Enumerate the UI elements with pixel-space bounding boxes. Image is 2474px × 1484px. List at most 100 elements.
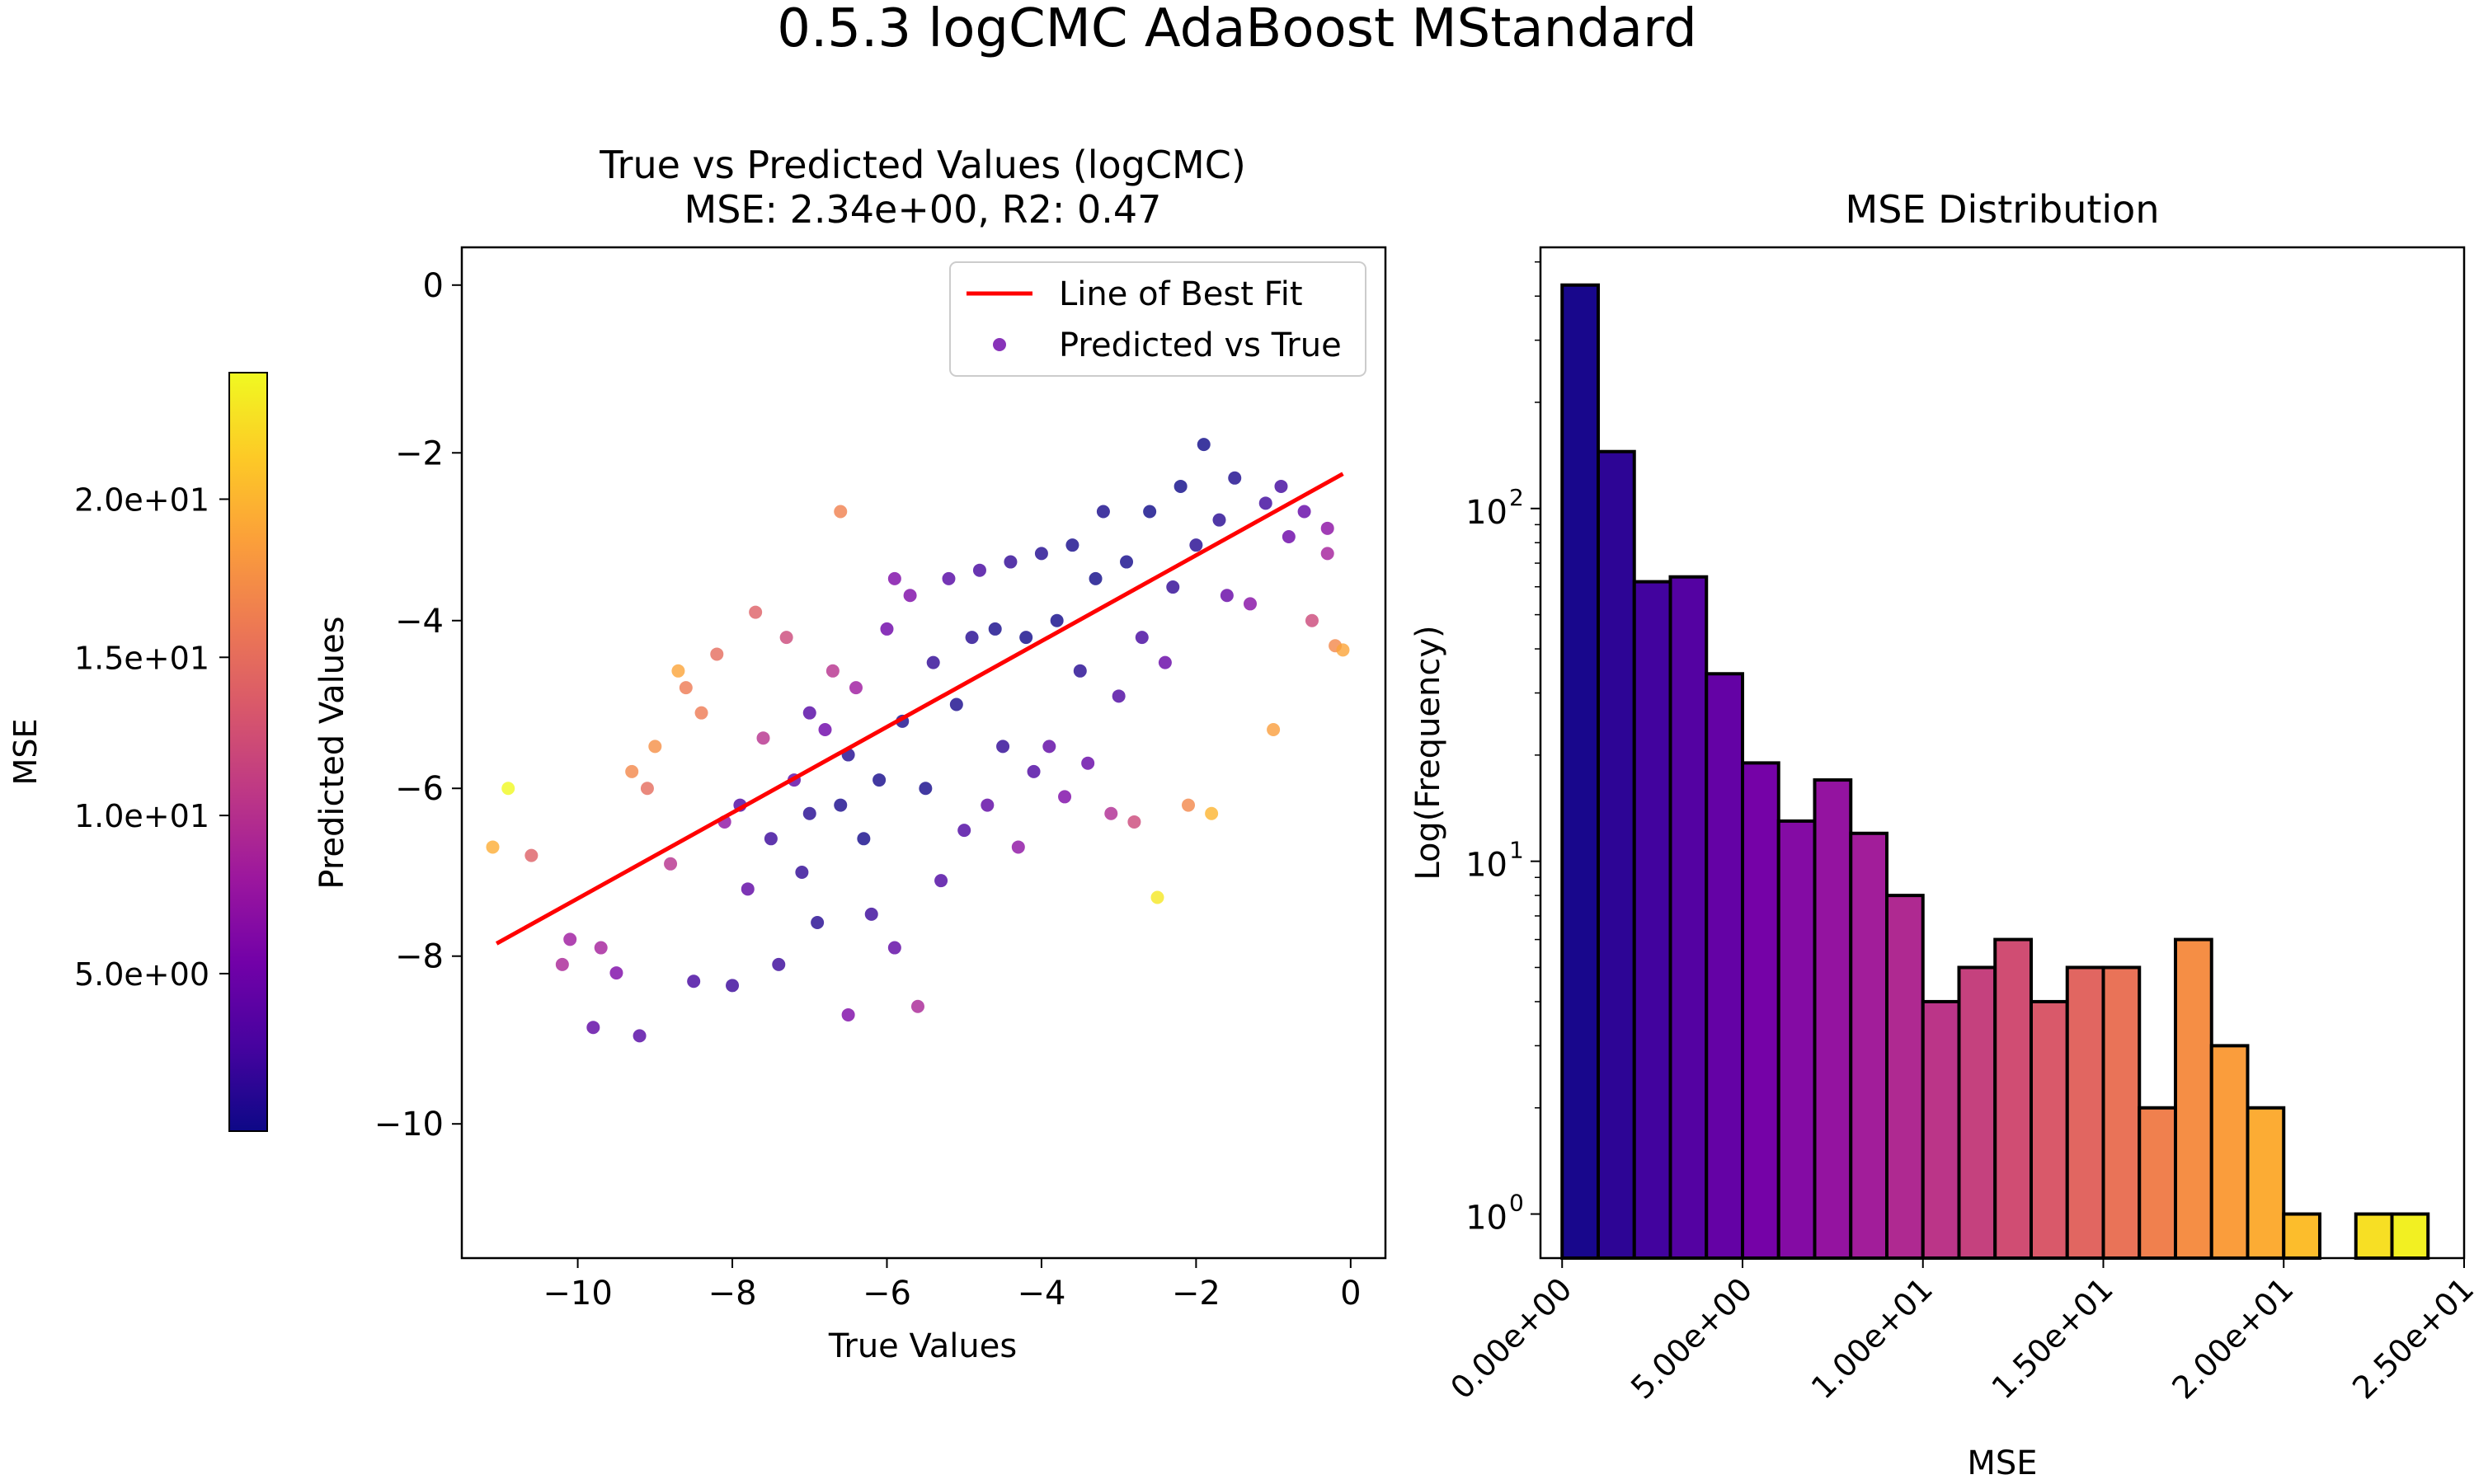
histogram-y-tick-exponent: 2 [1509, 484, 1524, 511]
scatter-point [1228, 471, 1242, 485]
histogram-bar [1957, 965, 1997, 1260]
scatter-point [1065, 538, 1079, 552]
histogram-y-tick-exponent: 1 [1509, 837, 1524, 864]
scatter-point [555, 957, 569, 971]
histogram-title: MSE Distribution [1846, 187, 2160, 232]
scatter-y-tick-label: −2 [395, 434, 444, 472]
scatter-point [1220, 589, 1234, 603]
histogram-bar [1560, 283, 1600, 1261]
scatter-y-axis-label: Predicted Values [313, 616, 351, 889]
scatter-point [764, 832, 778, 846]
scatter-point [1158, 655, 1172, 669]
figure-title: 0.5.3 logCMC AdaBoost MStandard [777, 0, 1697, 59]
scatter-point [1182, 798, 1196, 812]
scatter-point [1011, 840, 1025, 854]
scatter-point [687, 974, 701, 989]
scatter-point [880, 622, 894, 636]
scatter-point [501, 782, 515, 796]
scatter-point [949, 697, 963, 711]
histogram-x-tick-label: 1.50e+01 [1985, 1270, 2120, 1406]
histogram-bar [1849, 831, 1888, 1260]
scatter-point [802, 806, 816, 820]
scatter-y-tick-label: −4 [395, 603, 444, 641]
scatter-point [1212, 513, 1226, 527]
scatter-y-ticks: 0 −2 −4 −6 −8 −10 [374, 267, 462, 1144]
scatter-point [1258, 496, 1272, 510]
histogram-x-tick-label: 1.00e+01 [1804, 1270, 1940, 1406]
scatter-title-line2: MSE: 2.34e+00, R2: 0.47 [684, 187, 1162, 232]
scatter-point [1150, 890, 1164, 904]
scatter-y-tick-label: −6 [395, 770, 444, 808]
scatter-point [1089, 571, 1103, 585]
scatter-point [1019, 631, 1033, 645]
histogram-bar [1885, 894, 1925, 1260]
scatter-point [849, 681, 863, 695]
colorbar-tick-label: 1.0e+01 [74, 798, 209, 834]
scatter-point [1197, 438, 1211, 452]
scatter-point [1050, 613, 1064, 627]
scatter-point [1282, 530, 1296, 544]
legend-entry-best-fit: Line of Best Fit [1059, 275, 1303, 313]
scatter-point [1127, 815, 1141, 829]
scatter-point [1120, 555, 1134, 569]
scatter-point [887, 571, 901, 585]
histogram-x-tick-label: 2.00e+01 [2165, 1270, 2300, 1406]
colorbar-ticks: 5.0e+00 1.0e+01 1.5e+01 2.0e+01 [74, 481, 229, 993]
histogram-y-axis-label: Log(Frequency) [1409, 625, 1447, 880]
scatter-point [1243, 597, 1257, 611]
histogram-bar [1668, 575, 1709, 1260]
colorbar-tick-label: 5.0e+00 [74, 956, 209, 993]
histogram-y-tick-label: 10 [1465, 1200, 1507, 1237]
scatter-point [772, 957, 786, 971]
histogram-y-tick-label: 10 [1465, 494, 1507, 532]
scatter-point [694, 706, 708, 720]
histogram-bar [1813, 778, 1853, 1260]
scatter-point [926, 655, 940, 669]
legend-frame [949, 261, 1366, 377]
scatter-point [1336, 643, 1350, 657]
best-fit-line [495, 472, 1344, 946]
scatter-point [1189, 538, 1203, 552]
histogram-bar [2030, 999, 2069, 1260]
histogram-bars [1560, 283, 2430, 1261]
scatter-point [1073, 664, 1087, 678]
scatter-point [1104, 806, 1118, 820]
scatter-point [1166, 580, 1180, 594]
scatter-point [1267, 723, 1281, 737]
scatter-point [957, 824, 971, 838]
scatter-point [872, 773, 887, 787]
scatter-point [486, 840, 500, 854]
scatter-axes-frame [460, 246, 1387, 1260]
scatter-x-tick-label: −6 [863, 1275, 911, 1313]
histogram-bar [2354, 1212, 2394, 1260]
scatter-point [594, 941, 608, 955]
scatter-point [741, 882, 755, 896]
scatter-legend: Line of Best Fit Predicted vs True [949, 261, 1366, 377]
scatter-point [910, 999, 924, 1013]
scatter-x-tick-label: −2 [1172, 1275, 1221, 1313]
legend-marker-swatch [993, 338, 1006, 351]
colorbar-tick-label: 1.5e+01 [74, 640, 209, 676]
colorbar-label: MSE [7, 719, 44, 786]
scatter-point [609, 966, 623, 980]
scatter-point [640, 782, 654, 796]
scatter-point [841, 1007, 855, 1021]
scatter-y-tick-label: −8 [395, 938, 444, 976]
histogram-x-tick-label: 2.50e+01 [2345, 1270, 2474, 1406]
histogram-x-axis-label: MSE [1967, 1444, 2037, 1482]
scatter-point [834, 798, 848, 812]
scatter-point [1143, 505, 1157, 519]
scatter-point [934, 874, 948, 888]
scatter-point [988, 622, 1002, 636]
scatter-y-tick-label: −10 [374, 1106, 444, 1144]
scatter-point [1004, 555, 1018, 569]
scatter-point [1034, 547, 1048, 561]
histogram-bar [1741, 761, 1780, 1260]
scatter-point [779, 631, 793, 645]
scatter-point [1081, 756, 1095, 770]
histogram-bar [2209, 1044, 2250, 1260]
scatter-point [825, 664, 840, 678]
scatter-x-tick-label: −10 [543, 1275, 612, 1313]
